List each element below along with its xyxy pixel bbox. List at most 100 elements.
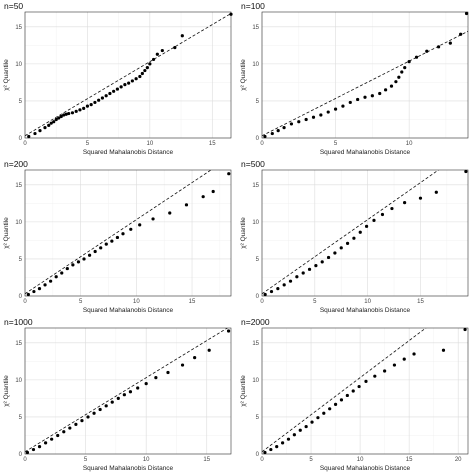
x-tick-label: 10: [357, 457, 364, 463]
y-tick-label: 10: [15, 62, 22, 68]
x-axis-label: Squared Mahalanobis Distance: [320, 307, 411, 314]
data-point: [289, 122, 294, 126]
reference-line: [25, 328, 229, 453]
data-point: [263, 292, 267, 297]
data-point: [76, 260, 81, 264]
data-point: [143, 68, 147, 73]
data-point: [184, 203, 189, 207]
y-tick-label: 5: [256, 99, 260, 105]
panel-title: n=200: [4, 159, 28, 169]
data-point: [351, 389, 355, 393]
data-point: [138, 223, 142, 227]
y-tick-label: 5: [19, 415, 23, 421]
data-point: [322, 411, 326, 415]
y-tick-label: 0: [19, 294, 23, 300]
y-tick-label: 15: [252, 341, 259, 347]
x-tick-label: 10: [406, 141, 413, 147]
data-point: [140, 71, 144, 76]
data-point: [33, 131, 37, 136]
data-point: [50, 437, 54, 441]
data-point: [370, 94, 374, 98]
data-point: [281, 441, 285, 445]
data-point: [286, 437, 291, 441]
data-point: [136, 386, 140, 390]
data-point: [104, 404, 108, 408]
data-point: [402, 357, 406, 361]
data-point: [333, 251, 337, 255]
data-point: [348, 100, 352, 105]
data-point: [98, 407, 102, 412]
data-point: [373, 374, 377, 378]
panel-title: n=1000: [4, 317, 33, 327]
plot-frame: [24, 327, 232, 455]
y-tick-label: 5: [256, 415, 260, 421]
x-tick-label: 0: [23, 141, 27, 147]
data-point: [151, 57, 156, 62]
y-tick-label: 0: [256, 136, 260, 142]
data-point: [364, 224, 369, 228]
data-point: [49, 279, 53, 283]
data-point: [269, 447, 273, 452]
data-point: [110, 400, 114, 404]
panel-1: n=50 0 5 10 15 0 5 10 15 Squared Mahalanobis Dist…: [3, 1, 233, 156]
x-tick-label: 5: [84, 457, 88, 463]
data-point: [298, 428, 302, 432]
plot-frame: [261, 169, 469, 297]
data-point: [282, 126, 286, 130]
data-point: [263, 134, 267, 139]
data-point: [441, 348, 446, 352]
x-tick-label: 0: [23, 457, 27, 463]
data-point: [59, 114, 63, 119]
data-point: [104, 94, 108, 98]
data-point: [292, 433, 296, 437]
x-tick-label: 0: [260, 299, 264, 305]
data-point: [67, 111, 71, 116]
reference-line: [262, 328, 427, 453]
x-tick-label: 15: [209, 141, 216, 147]
data-point: [301, 271, 305, 275]
data-point: [74, 422, 78, 426]
data-point: [180, 363, 185, 367]
data-point: [297, 120, 301, 124]
data-point: [155, 52, 159, 56]
y-tick-label: 15: [15, 183, 22, 189]
data-point: [333, 402, 338, 406]
x-tick-label: 5: [309, 457, 313, 463]
panel-6: n=2000 0 5 10 15 20 0 5 10 15 Squared Mahalanobis …: [240, 317, 469, 472]
data-point: [89, 103, 93, 107]
data-point: [112, 89, 116, 93]
data-point: [85, 104, 90, 108]
data-point: [127, 81, 131, 85]
data-point: [166, 370, 170, 375]
data-point: [311, 115, 316, 119]
panel-title: n=500: [241, 159, 265, 169]
data-point: [263, 450, 267, 455]
data-point: [87, 253, 92, 257]
data-point: [173, 45, 177, 50]
data-point: [345, 393, 349, 398]
x-tick-label: 15: [417, 299, 424, 305]
y-tick-label: 5: [19, 257, 23, 263]
y-axis-label: χ² Quantile: [240, 217, 247, 249]
data-point: [390, 206, 394, 211]
data-point: [326, 255, 331, 260]
x-axis-label: Squared Mahalanobis Distance: [83, 307, 174, 314]
x-tick-label: 15: [203, 457, 210, 463]
panel-title: n=2000: [241, 317, 270, 327]
x-tick-label: 15: [189, 299, 196, 305]
data-point: [26, 292, 30, 297]
data-point: [425, 49, 429, 53]
data-point: [49, 121, 53, 125]
panel-4: n=500 0 5 10 15 0 5 10 15 Squared Mahalanobis Dis…: [240, 159, 469, 314]
data-point: [226, 329, 231, 333]
x-tick-label: 0: [23, 299, 27, 305]
data-point: [27, 134, 31, 139]
data-point: [80, 419, 84, 423]
data-point: [378, 91, 382, 96]
data-point: [145, 65, 149, 70]
panel-5: n=1000 0 5 10 15 0 5 10 15 Squared Mahalanobis Di…: [3, 317, 232, 472]
data-point: [128, 390, 133, 394]
y-tick-label: 15: [15, 341, 22, 347]
data-point: [459, 32, 463, 36]
